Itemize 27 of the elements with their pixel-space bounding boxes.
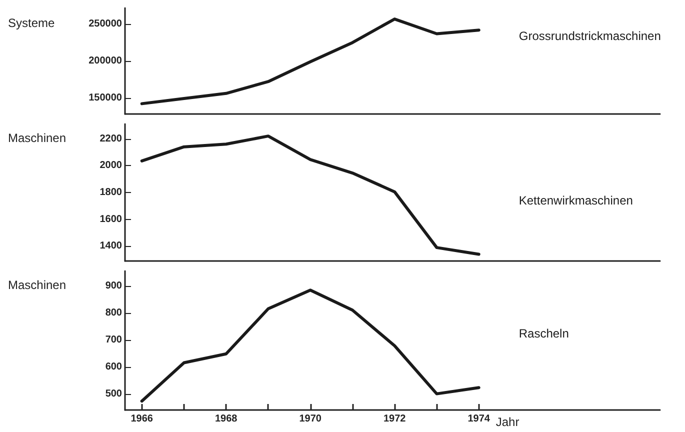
y-tick-label: 1600 xyxy=(100,214,122,225)
y-tick-label: 600 xyxy=(105,361,122,372)
text: Kettenwirkmaschinen xyxy=(518,193,633,208)
line-series xyxy=(140,18,480,106)
y-tick-label: 250000 xyxy=(88,18,122,30)
x-axis-title: Jahr xyxy=(496,415,520,429)
y-tick-label: 200000 xyxy=(88,56,122,66)
x-tick-label: 1970 xyxy=(299,414,322,424)
text: Grossrundstrickmaschinen xyxy=(518,29,661,44)
y-axis-title: Systeme xyxy=(8,16,56,30)
y-axis-title: Maschinen xyxy=(8,278,66,292)
y-tick-label: 900 xyxy=(105,280,122,292)
x-tick-label: 1974 xyxy=(468,414,490,424)
y-axis-title: Maschinen xyxy=(8,130,66,145)
y-tick-label: 700 xyxy=(105,334,122,346)
x-tick-label: 1972 xyxy=(383,414,406,424)
line-series xyxy=(140,134,480,256)
y-tick-label: 1800 xyxy=(100,187,122,198)
y-tick-label: 500 xyxy=(105,388,122,400)
y-tick-label: 2000 xyxy=(100,160,122,172)
x-tick-label: 1966 xyxy=(130,414,154,424)
text: Rascheln xyxy=(518,326,569,341)
y-tick-label: 800 xyxy=(105,307,122,318)
x-tick-label: 1968 xyxy=(214,414,238,424)
y-tick-label: 150000 xyxy=(88,92,122,104)
y-tick-label: 2200 xyxy=(100,133,122,144)
y-tick-label: 1400 xyxy=(100,240,122,252)
